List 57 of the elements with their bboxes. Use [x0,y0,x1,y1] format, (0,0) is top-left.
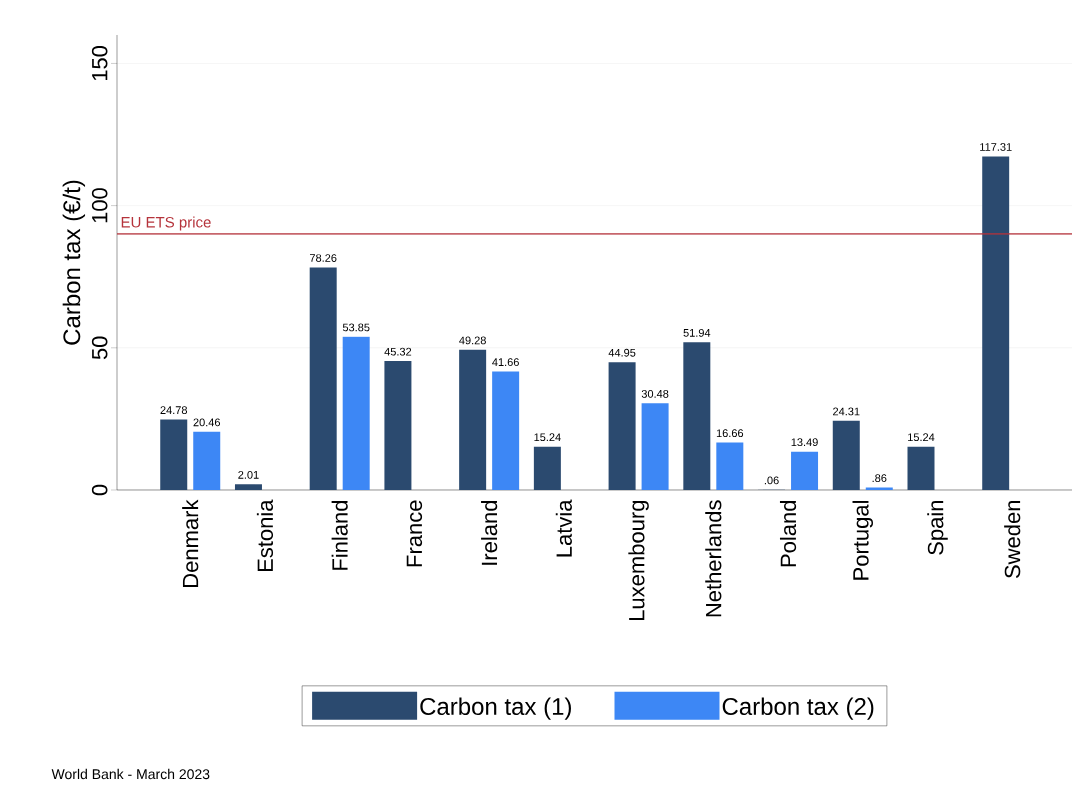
bar [533,446,561,490]
legend-label: Carbon tax (2) [722,697,874,720]
data-label: 15.24 [534,433,561,442]
x-tick-label: Ireland [481,500,498,565]
x-tick-label: Luxembourg [628,500,649,621]
data-label: 24.78 [160,406,188,414]
data-label: 51.94 [683,328,711,337]
data-label: .86 [872,474,887,483]
data-label: 13.49 [791,438,818,447]
data-label: 44.95 [608,348,636,357]
x-tick-label: Poland [779,500,797,567]
text: World Bank - March 2023 [51,768,210,780]
bar [459,349,487,490]
bar [342,336,370,490]
x-tick-label: Estonia [256,499,274,572]
data-label: 16.66 [716,429,744,438]
data-label: 30.48 [641,390,669,398]
x-tick-label: Netherlands [705,500,722,617]
ref-line-label: EU ETS price [121,216,211,231]
bar [193,431,221,490]
legend-label: Carbon tax (1) [420,697,571,720]
bar [608,362,636,490]
x-tick-label: France [406,500,423,567]
data-label: 45.32 [384,347,412,356]
bar [683,342,711,490]
data-label: 41.66 [492,358,519,366]
y-axis-title: Carbon tax (€/t) [62,180,86,345]
y-tick-label: 0 [91,484,108,496]
bar [492,371,520,490]
x-tick-label: Portugal [852,501,874,580]
bar [234,484,262,490]
bar [982,156,1010,490]
bar [791,451,819,490]
data-label: 53.85 [342,323,370,332]
data-label: 117.31 [980,143,1012,151]
data-label: 24.31 [833,407,860,416]
x-tick-label: Sweden [1004,500,1021,579]
data-label: 2.01 [238,470,259,479]
y-tick-label: 50 [91,336,108,360]
x-tick-label: Denmark [182,499,199,587]
data-label: 49.28 [459,336,486,345]
y-tick-label: 150 [91,45,108,81]
data-label: .06 [764,476,779,485]
x-tick-label: Finland [331,500,348,570]
bar [160,419,188,490]
data-label: 20.46 [193,418,221,427]
bar [832,420,860,490]
bar [907,446,935,490]
data-label: 15.24 [908,433,935,442]
bar [384,361,412,490]
bar [641,403,669,490]
data-label: 78.26 [309,254,337,262]
x-tick-label: Spain [927,500,948,555]
x-tick-label: Latvia [555,499,572,557]
bar [309,267,337,490]
y-tick-label: 100 [91,188,108,223]
bar [716,442,744,490]
